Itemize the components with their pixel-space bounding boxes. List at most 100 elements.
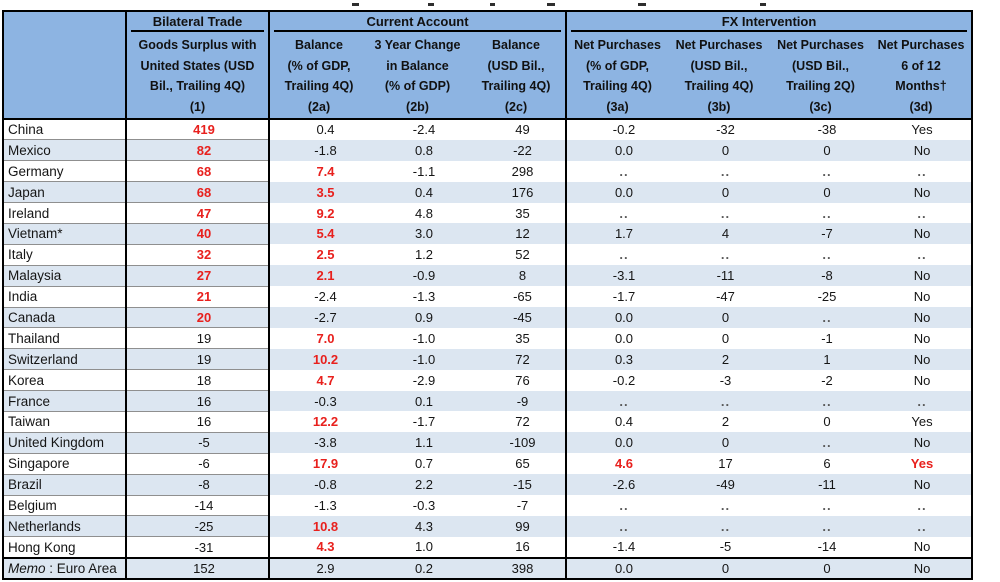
cropped-text-artifact xyxy=(490,3,495,6)
country-row: Vietnam* 40 5.4 3.0 12 1.7 4 -7 No xyxy=(3,223,972,245)
value-cell: .. xyxy=(822,497,832,513)
value-cell: -65 xyxy=(513,289,532,305)
value-cell: 49 xyxy=(515,122,530,138)
value-cell: 12.2 xyxy=(268,411,368,433)
value-cell: 0.7 xyxy=(414,456,434,472)
value-cell: 35 xyxy=(515,205,530,221)
col-header-2a: Balance (% of GDP, Trailing 4Q) (2a) xyxy=(268,32,368,120)
country-cell: Italy xyxy=(3,244,126,266)
country-row: Italy 32 2.5 1.2 52........ xyxy=(3,244,972,266)
country-cell: India xyxy=(3,286,126,308)
country-row: China 419 0.4 -2.4 49 -0.2 -32 -38 Yes xyxy=(3,119,972,141)
value-cell: 0 xyxy=(668,556,770,579)
value-cell: 0.0 xyxy=(565,139,668,161)
group-label: Bilateral Trade xyxy=(131,12,264,32)
value-cell: 1.7 xyxy=(565,223,668,245)
value-cell: -1 xyxy=(821,330,833,346)
value-cell: 40 xyxy=(125,223,269,245)
value-cell: -5 xyxy=(719,539,732,555)
value-cell: .. xyxy=(720,205,731,221)
value-cell: -2.9 xyxy=(412,372,436,388)
country-row: Belgium -14 -1.3 -0.3 -7........ xyxy=(3,495,972,517)
country-row: Hong Kong -31 4.3 1.0 16 -1.4 -5 -14 No xyxy=(3,536,972,559)
country-cell: Brazil xyxy=(3,474,126,496)
country-row: Ireland 47 9.2 4.8 35........ xyxy=(3,202,972,224)
value-cell: -9 xyxy=(467,390,566,412)
value-cell: No xyxy=(871,432,972,454)
value-cell: -0.9 xyxy=(368,265,467,287)
currency-practices-table: Bilateral Trade Current Account FX Inter… xyxy=(2,10,973,580)
value-cell: -3 xyxy=(719,372,732,388)
value-cell: -0.2 xyxy=(565,369,668,391)
value-cell: 99 xyxy=(467,515,566,537)
value-cell: 0.2 xyxy=(368,556,467,579)
value-cell: 2.1 xyxy=(268,265,368,287)
value-cell: 20 xyxy=(125,307,269,329)
value-cell: 76 xyxy=(515,372,530,388)
value-cell: -22 xyxy=(467,139,566,161)
value-cell: .. xyxy=(822,205,832,221)
value-cell: 7.4 xyxy=(268,160,368,182)
value-cell: -38 xyxy=(817,122,837,138)
value-cell: 9.2 xyxy=(268,202,368,224)
col-header-1: Goods Surplus with United States (USD Bi… xyxy=(125,32,269,120)
value-cell: .. xyxy=(822,163,832,179)
col-header-3d: Net Purchases 6 of 12 Months† (3d) xyxy=(871,32,972,120)
value-cell: 0.0 xyxy=(565,181,668,203)
value-cell: -45 xyxy=(467,307,566,328)
value-cell: .. xyxy=(871,515,972,537)
value-cell: -11 xyxy=(770,474,871,496)
country-row: Netherlands -25 10.8 4.3 99........ xyxy=(3,515,972,538)
value-cell: 0.4 xyxy=(565,411,668,433)
value-cell: 298 xyxy=(511,163,534,179)
value-cell: 0.0 xyxy=(565,327,668,349)
value-cell: 398 xyxy=(467,556,566,579)
country-cell: United Kingdom xyxy=(3,432,126,454)
value-cell: -49 xyxy=(668,474,770,496)
value-cell: No xyxy=(913,289,931,305)
value-cell: No xyxy=(871,348,972,370)
value-cell: .. xyxy=(668,390,770,412)
value-cell: -109 xyxy=(467,432,566,454)
country-row: Japan 68 3.5 0.4 176 0.0 0 0 No xyxy=(3,181,972,204)
value-cell: 1 xyxy=(770,348,871,370)
country-cell: Hong Kong xyxy=(3,536,126,559)
value-cell: 0.1 xyxy=(368,390,467,412)
country-row: France 16 -0.3 0.1 -9........ xyxy=(3,390,972,412)
country-cell: China xyxy=(3,119,126,141)
value-cell: -25 xyxy=(817,289,837,305)
value-cell: 0.3 xyxy=(565,348,668,370)
value-cell: -3.8 xyxy=(268,432,368,454)
value-cell: 0 xyxy=(668,432,770,454)
cropped-text-artifact xyxy=(428,3,434,6)
value-cell: -47 xyxy=(716,289,735,305)
value-cell: 10.8 xyxy=(268,515,368,537)
col-header-2b: 3 Year Change in Balance (% of GDP) (2b) xyxy=(368,32,467,120)
value-cell: -32 xyxy=(716,122,735,138)
table-body: China 419 0.4 -2.4 49 -0.2 -32 -38 Yes Mexico 82 -1… xyxy=(3,119,972,580)
value-cell: 3.0 xyxy=(368,223,467,245)
value-cell: -15 xyxy=(467,474,566,496)
value-cell: 19 xyxy=(125,327,269,350)
value-cell: .. xyxy=(565,160,668,182)
country-row: Singapore -6 17.9 0.7 65 4.6 17 6 Yes xyxy=(3,453,972,475)
value-cell: .. xyxy=(770,307,871,328)
value-cell: 1.1 xyxy=(368,432,467,454)
value-cell: No xyxy=(871,223,972,245)
column-header-row: Goods Surplus with United States (USD Bi… xyxy=(3,32,972,120)
col-header-3c: Net Purchases (USD Bil., Trailing 2Q) (3… xyxy=(770,32,871,120)
value-cell: 1.2 xyxy=(414,247,434,263)
value-cell: .. xyxy=(720,247,731,263)
value-cell: Yes xyxy=(911,414,933,430)
value-cell: 68 xyxy=(125,160,269,183)
value-cell: 7.0 xyxy=(268,327,368,349)
value-cell: 12 xyxy=(467,223,566,245)
country-row: Germany 68 7.4 -1.1 298........ xyxy=(3,160,972,183)
value-cell: -7 xyxy=(516,497,529,513)
country-cell: Canada xyxy=(3,307,126,329)
value-cell: 2 xyxy=(668,348,770,370)
country-cell: Netherlands xyxy=(3,515,126,538)
value-cell: .. xyxy=(871,390,972,412)
value-cell: No xyxy=(871,181,972,203)
value-cell: 0.4 xyxy=(268,119,368,140)
